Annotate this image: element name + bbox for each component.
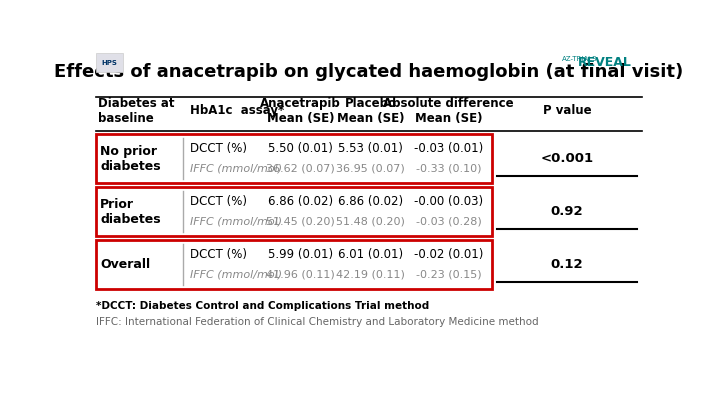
FancyBboxPatch shape [96, 241, 492, 289]
Text: -0.33 (0.10): -0.33 (0.10) [415, 164, 481, 174]
Text: 51.48 (0.20): 51.48 (0.20) [336, 217, 405, 227]
Text: *DCCT: Diabetes Control and Complications Trial method: *DCCT: Diabetes Control and Complication… [96, 301, 429, 311]
Text: 36.95 (0.07): 36.95 (0.07) [336, 164, 405, 174]
FancyBboxPatch shape [96, 53, 124, 72]
Text: HbA1c  assay*: HbA1c assay* [190, 104, 284, 117]
Text: 5.53 (0.01): 5.53 (0.01) [338, 142, 402, 155]
Text: REVEAL: REVEAL [577, 56, 631, 69]
Text: 6.86 (0.02): 6.86 (0.02) [268, 195, 333, 208]
Text: P value: P value [543, 104, 591, 117]
Text: 6.01 (0.01): 6.01 (0.01) [338, 248, 403, 261]
Text: -0.03 (0.01): -0.03 (0.01) [414, 142, 483, 155]
Text: 0.12: 0.12 [551, 258, 583, 271]
Text: Anacetrapib
Mean (SE): Anacetrapib Mean (SE) [260, 97, 341, 125]
Text: Diabetes at
baseline: Diabetes at baseline [99, 97, 175, 125]
Text: -0.23 (0.15): -0.23 (0.15) [415, 270, 482, 280]
Text: -0.00 (0.03): -0.00 (0.03) [414, 195, 483, 208]
Text: -0.02 (0.01): -0.02 (0.01) [414, 248, 483, 261]
FancyBboxPatch shape [96, 134, 492, 183]
Text: 6.86 (0.02): 6.86 (0.02) [338, 195, 403, 208]
Text: IFFC (mmol/mol): IFFC (mmol/mol) [190, 270, 282, 280]
Text: IFFC (mmol/mol): IFFC (mmol/mol) [190, 217, 282, 227]
Text: Effects of anacetrapib on glycated haemoglobin (at final visit): Effects of anacetrapib on glycated haemo… [55, 63, 683, 81]
Text: Placebo
Mean (SE): Placebo Mean (SE) [337, 97, 404, 125]
Text: HPS: HPS [102, 60, 117, 66]
Text: Prior
diabetes: Prior diabetes [100, 198, 161, 226]
Text: AZ-TRIALS: AZ-TRIALS [562, 56, 597, 62]
Text: -0.03 (0.28): -0.03 (0.28) [415, 217, 482, 227]
Text: 0.92: 0.92 [551, 205, 583, 218]
Text: IFFC (mmol/mol): IFFC (mmol/mol) [190, 164, 282, 174]
Text: No prior
diabetes: No prior diabetes [100, 145, 161, 173]
Text: <0.001: <0.001 [541, 152, 594, 165]
Text: Absolute difference
Mean (SE): Absolute difference Mean (SE) [383, 97, 514, 125]
Text: 42.19 (0.11): 42.19 (0.11) [336, 270, 405, 280]
FancyBboxPatch shape [96, 188, 492, 236]
Text: DCCT (%): DCCT (%) [190, 195, 248, 208]
Text: 5.50 (0.01): 5.50 (0.01) [269, 142, 333, 155]
Text: IFFC: International Federation of Clinical Chemistry and Laboratory Medicine met: IFFC: International Federation of Clinic… [96, 317, 539, 327]
Text: DCCT (%): DCCT (%) [190, 142, 248, 155]
Text: Overall: Overall [100, 258, 150, 271]
Text: 5.99 (0.01): 5.99 (0.01) [268, 248, 333, 261]
Text: 36.62 (0.07): 36.62 (0.07) [266, 164, 335, 174]
Text: 41.96 (0.11): 41.96 (0.11) [266, 270, 335, 280]
Text: DCCT (%): DCCT (%) [190, 248, 248, 261]
Text: 51.45 (0.20): 51.45 (0.20) [266, 217, 335, 227]
